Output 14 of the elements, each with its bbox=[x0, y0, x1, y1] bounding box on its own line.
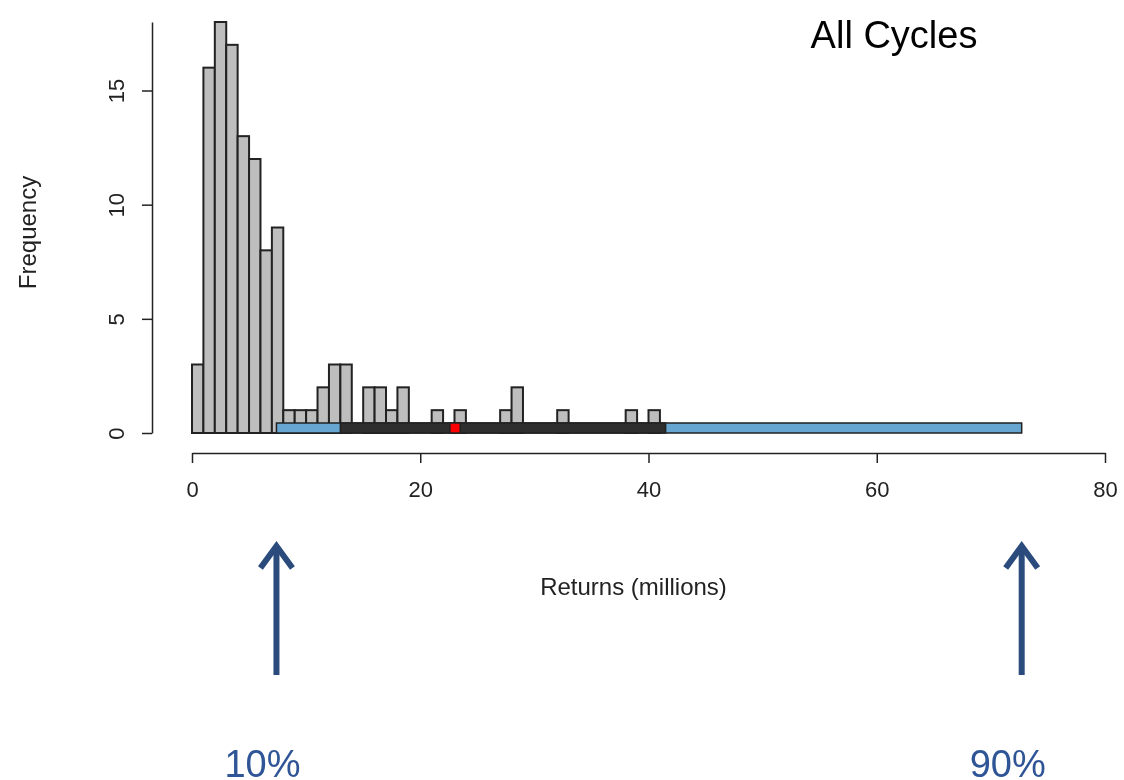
y-tick-label: 0 bbox=[104, 427, 129, 440]
y-tick-label: 10 bbox=[104, 192, 129, 218]
x-tick-label: 0 bbox=[186, 476, 199, 502]
x-tick-label: 80 bbox=[1093, 476, 1118, 502]
text: 10% bbox=[224, 743, 301, 780]
x-tick-label: 20 bbox=[408, 476, 433, 502]
y-tick-label: 15 bbox=[104, 78, 129, 104]
x-tick-label: 40 bbox=[636, 476, 662, 502]
y-axis-title: Frequency bbox=[14, 175, 41, 290]
y-tick-label: 5 bbox=[104, 313, 129, 326]
x-tick-label: 60 bbox=[865, 476, 890, 502]
text: 90% bbox=[969, 743, 1046, 780]
chart-title: All Cycles bbox=[810, 14, 978, 56]
x-axis-title: Returns (millions) bbox=[540, 573, 727, 600]
